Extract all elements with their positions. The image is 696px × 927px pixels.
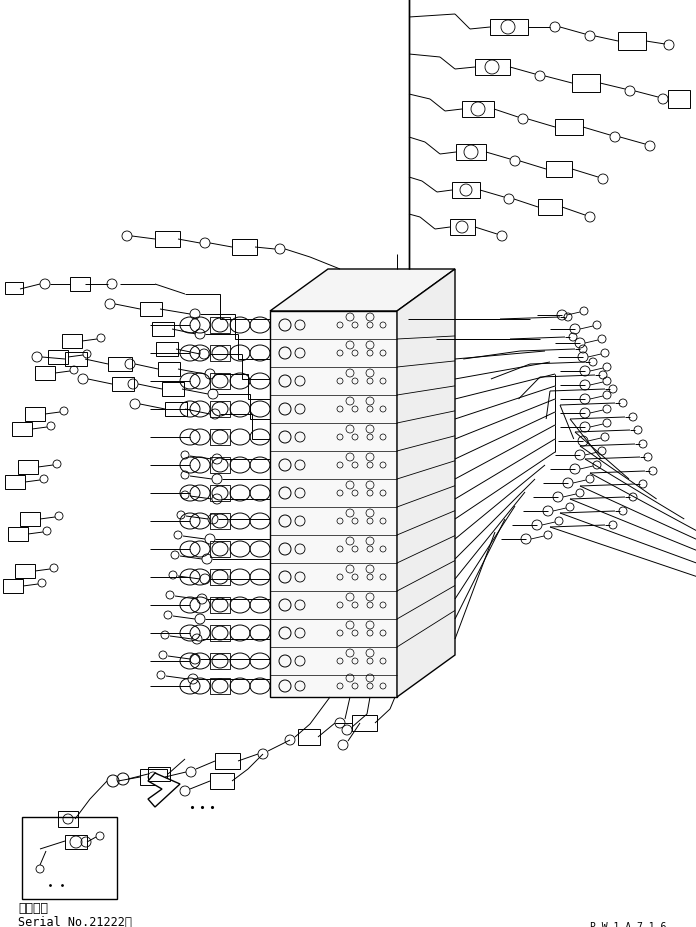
Bar: [108, 358, 132, 372]
Bar: [210, 773, 234, 789]
Bar: [210, 486, 230, 502]
Bar: [210, 401, 230, 417]
Bar: [25, 408, 45, 422]
Bar: [15, 565, 35, 578]
Bar: [546, 162, 572, 178]
Bar: [210, 318, 230, 334]
Bar: [210, 429, 230, 446]
Bar: [155, 232, 180, 248]
Polygon shape: [270, 270, 455, 311]
Bar: [210, 541, 230, 557]
Bar: [62, 335, 82, 349]
Bar: [8, 527, 28, 541]
Bar: [158, 362, 180, 376]
Bar: [35, 366, 55, 381]
Bar: [65, 352, 87, 366]
Text: 適用号機: 適用号機: [18, 901, 48, 914]
Polygon shape: [148, 773, 180, 807]
Bar: [210, 626, 230, 641]
Bar: [462, 102, 494, 118]
Bar: [165, 402, 187, 416]
Bar: [538, 200, 562, 216]
Bar: [450, 220, 475, 235]
Bar: [162, 383, 184, 397]
Bar: [12, 423, 32, 437]
Bar: [5, 476, 25, 489]
Text: Serial No.21222～: Serial No.21222～: [18, 915, 132, 927]
Bar: [456, 145, 486, 160]
Bar: [215, 753, 240, 769]
Bar: [152, 323, 174, 337]
Bar: [140, 303, 162, 317]
Bar: [352, 716, 377, 731]
Bar: [210, 654, 230, 669]
Bar: [5, 283, 23, 295]
Bar: [618, 33, 646, 51]
Bar: [156, 343, 178, 357]
Bar: [210, 597, 230, 614]
Bar: [298, 730, 320, 745]
Bar: [65, 835, 87, 849]
Bar: [210, 458, 230, 474]
Bar: [232, 240, 257, 256]
Bar: [3, 579, 23, 593]
Bar: [475, 60, 510, 76]
Bar: [210, 346, 230, 362]
Bar: [48, 350, 68, 364]
Bar: [210, 514, 230, 529]
Bar: [112, 377, 134, 391]
Bar: [58, 811, 78, 827]
Polygon shape: [397, 270, 455, 697]
Polygon shape: [270, 311, 397, 697]
Bar: [20, 513, 40, 527]
Bar: [140, 769, 167, 785]
Bar: [668, 91, 690, 108]
Bar: [452, 183, 480, 198]
Bar: [18, 461, 38, 475]
Bar: [210, 679, 230, 694]
Bar: [572, 75, 600, 93]
Bar: [210, 374, 230, 389]
Bar: [210, 569, 230, 585]
Bar: [70, 278, 90, 292]
Bar: [490, 20, 528, 36]
Bar: [555, 120, 583, 136]
Bar: [148, 768, 170, 781]
Bar: [22, 817, 117, 899]
Text: P W 1 A 7 1 6: P W 1 A 7 1 6: [590, 921, 666, 927]
